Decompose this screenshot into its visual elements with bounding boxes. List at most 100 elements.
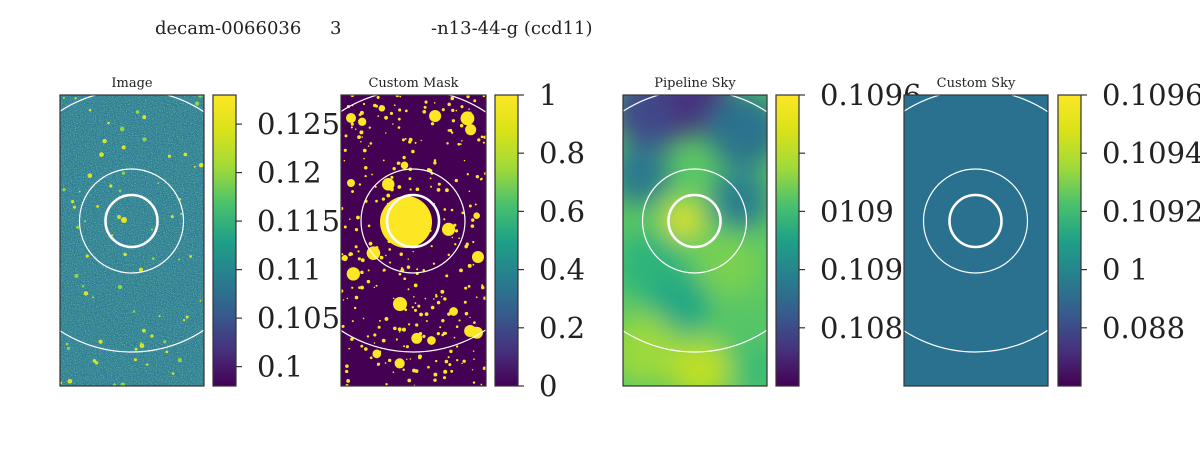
mask-pixel [419,312,423,317]
mask-pixel [460,111,475,126]
mask-pixel [415,323,419,327]
image-source [142,115,147,120]
mask-pixel [373,342,376,344]
mask-pixel [483,135,486,139]
image-source [132,310,136,313]
mask-pixel [358,119,360,122]
image-source [62,188,66,192]
colorbar-0-tick-label: 0.105 [257,301,340,335]
image-source [84,220,87,223]
mask-pixel [384,362,387,364]
mask-pixel [447,356,450,359]
image-source [74,97,77,100]
mask-pixel [357,135,361,140]
mask-pixel [395,338,398,341]
mask-pixel [450,131,454,134]
mask-pixel [407,323,411,326]
panel-2-frame [622,94,768,387]
mask-pixel [356,215,360,220]
image-source [180,212,183,215]
mask-pixel [475,174,480,179]
mask-blob [347,179,355,187]
mask-pixel [405,345,409,349]
mask-pixel [444,331,448,335]
mask-pixel [375,199,378,203]
mask-pixel [406,265,411,269]
mask-pixel [392,371,395,374]
mask-pixel [454,243,457,246]
image-source [194,101,200,106]
colorbar-3-frame [1057,94,1082,387]
mask-pixel [397,327,402,332]
mask-pixel [447,102,451,107]
mask-pixel [399,252,403,256]
image-source [87,173,93,179]
mask-pixel [397,126,401,129]
panel-3-frame [903,94,1049,387]
mask-pixel [443,369,448,374]
mask-pixel [449,349,453,354]
mask-pixel [350,126,353,129]
image-source [158,315,161,318]
mask-pixel [388,261,392,264]
mask-pixel [376,364,379,366]
mask-pixel [451,236,454,239]
mask-pixel [423,105,427,109]
colorbar-1-tick-label: 0 [539,369,557,403]
mask-pixel [404,137,407,140]
mask-pixel [348,347,351,350]
colorbar-0-tick-label: 0.12 [257,156,322,190]
mask-pixel [470,224,475,228]
mask-pixel [343,148,347,152]
mask-pixel [416,268,419,271]
mask-blob [346,113,356,123]
mask-pixel [481,285,485,290]
mask-pixel [465,242,469,246]
panel-2-title: Pipeline Sky [654,76,736,91]
colorbar-1-frame [494,94,519,387]
mask-pixel [381,338,386,343]
mask-pixel [396,161,401,165]
mask-pixel [367,224,371,228]
mask-pixel [415,187,420,192]
mask-pixel [461,362,463,365]
mask-pixel [392,297,395,300]
mask-pixel [427,365,430,369]
mask-pixel [478,335,481,337]
mask-pixel [372,349,382,359]
image-source [165,350,169,354]
colorbar-1-tick-label: 0.6 [539,194,585,228]
mask-pixel [354,295,359,300]
mask-pixel [450,369,454,373]
mask-pixel [398,108,402,112]
mask-pixel [392,123,394,125]
image-source [170,215,174,219]
mask-pixel [366,279,371,284]
colorbar-1 [495,95,518,386]
mask-pixel [377,115,380,118]
mask-pixel [346,379,351,383]
mask-pixel [464,311,469,316]
image-source [167,154,172,158]
mask-pixel [429,177,432,180]
mask-pixel [399,95,402,98]
mask-pixel [362,317,365,320]
mask-pixel [411,306,414,309]
mask-pixel [433,298,435,300]
mask-pixel [473,99,477,103]
mask-pixel [354,228,359,232]
mask-pixel [469,316,471,319]
mask-pixel [471,369,474,371]
colorbar-3-tick-label: 0.088 [1102,311,1185,345]
mask-pixel [444,359,449,364]
image-source [145,363,149,366]
mask-pixel [449,128,453,133]
figure-title-part-2: 3 [330,18,342,39]
mask-pixel [477,138,481,142]
mask-pixel [433,161,437,165]
mask-pixel [432,262,436,265]
mask-pixel [411,332,423,344]
mask-pixel [462,359,466,363]
mask-pixel [417,304,421,308]
mask-pixel [398,272,402,276]
